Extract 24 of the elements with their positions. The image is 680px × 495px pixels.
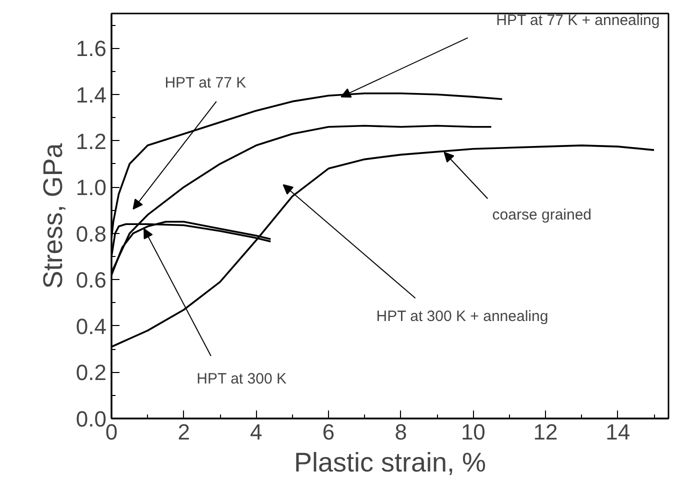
annotation: HPT at 77 K <box>164 74 246 92</box>
x-tick-label: 0 <box>105 420 118 444</box>
y-axis-title: Stress, GPa <box>38 142 68 289</box>
y-tick-label: 1.2 <box>76 128 107 154</box>
x-tick-label: 12 <box>533 420 558 444</box>
y-tick-label: 0.2 <box>76 360 107 386</box>
y-tick-label: 0.4 <box>76 314 107 339</box>
x-tick-label: 4 <box>250 420 262 444</box>
x-tick-label: 6 <box>322 420 335 444</box>
x-tick-label: 14 <box>606 420 630 444</box>
x-axis-title: Plastic strain, % <box>294 448 486 478</box>
y-tick-label: 1.0 <box>76 175 107 200</box>
y-tick-label: 1.4 <box>76 82 107 108</box>
y-tick-label: 1.6 <box>76 36 107 62</box>
annotation: HPT at 300 K + annealing <box>376 308 548 326</box>
y-tick-label: 0.0 <box>76 406 107 432</box>
annotation: coarse grained <box>492 206 592 224</box>
annotation: HPT at 300 K <box>196 370 286 388</box>
y-tick-label: 0.8 <box>76 221 107 246</box>
x-tick-label: 10 <box>460 420 486 444</box>
y-tick-label: 0.6 <box>76 268 107 293</box>
x-tick-label: 8 <box>394 420 407 444</box>
x-tick-label: 2 <box>178 420 190 444</box>
annotation: HPT at 77 K + annealing <box>496 12 660 29</box>
